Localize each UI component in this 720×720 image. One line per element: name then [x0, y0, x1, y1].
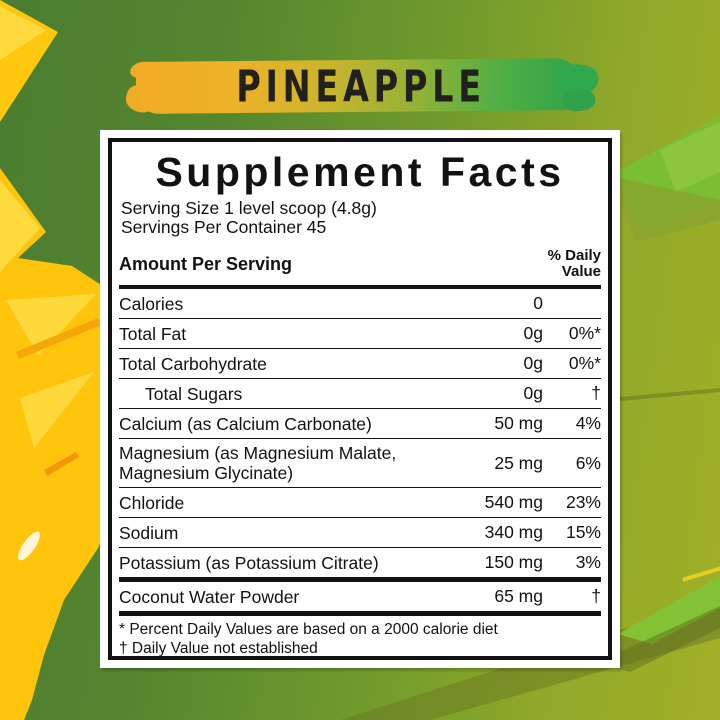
row-name: Total Carbohydrate	[119, 353, 267, 374]
facts-row: Calcium (as Calcium Carbonate) 50 mg 4%	[119, 408, 601, 438]
facts-row: Sodium 340 mg 15%	[119, 517, 601, 547]
facts-row: Potassium (as Potassium Citrate) 150 mg 3%	[119, 547, 601, 577]
daily-value-header: % Daily Value	[547, 246, 601, 282]
facts-row: Total Fat 0g 0%*	[119, 318, 601, 348]
daily-value-line-1: % Daily	[547, 246, 601, 264]
facts-title: Supplement Facts	[155, 149, 565, 195]
row-amount: 0g	[523, 353, 543, 374]
row-daily-value: 4%	[575, 413, 601, 434]
row-amount: 540 mg	[484, 492, 543, 513]
row-amount: 340 mg	[484, 522, 543, 543]
row-daily-value: 6%	[575, 452, 601, 473]
facts-rows: Calories 0 Total Fat 0g 0%* Total Carbohydrat…	[119, 289, 601, 611]
facts-row: Total Sugars 0g †	[119, 378, 601, 408]
row-name: Sodium	[119, 522, 179, 543]
facts-row: Calories 0	[119, 289, 601, 318]
footnote-line: † Daily Value not established	[119, 639, 318, 657]
row-daily-value: †	[591, 586, 601, 607]
row-name: Coconut Water Powder	[119, 586, 300, 607]
facts-row: Coconut Water Powder 65 mg †	[119, 577, 601, 611]
row-name: Total Fat	[119, 323, 187, 344]
flavor-banner: PINEAPPLE	[122, 54, 601, 120]
row-name: Calcium (as Calcium Carbonate)	[119, 413, 372, 434]
row-daily-value: 0%*	[568, 323, 601, 344]
row-amount: 65 mg	[494, 586, 543, 607]
footnotes: * Percent Daily Values are based on a 20…	[119, 611, 601, 664]
row-name: Chloride	[119, 492, 185, 513]
daily-value-line-2: Value	[561, 263, 601, 281]
row-name: Potassium (as Potassium Citrate)	[119, 552, 379, 573]
row-name: Total Sugars	[145, 383, 243, 404]
row-daily-value: 23%	[565, 492, 601, 513]
facts-row: Magnesium (as Magnesium Malate, Magnesiu…	[119, 438, 601, 487]
row-daily-value: †	[591, 383, 601, 404]
row-amount: 150 mg	[484, 552, 543, 573]
row-amount: 0g	[523, 323, 543, 344]
facts-header-row: Amount Per Serving % Daily Value	[119, 244, 601, 290]
row-name: Calories	[119, 293, 184, 314]
row-amount: 0	[533, 293, 543, 314]
servings-per-container: Servings Per Container 45	[121, 217, 327, 238]
facts-row: Total Carbohydrate 0g 0%*	[119, 348, 601, 378]
footnote-line: * Percent Daily Values are based on a 20…	[119, 621, 498, 639]
row-name: Magnesium (as Magnesium Malate, Magnesiu…	[119, 443, 397, 484]
supplement-facts-panel: Supplement Facts Serving Size 1 level sc…	[100, 130, 620, 668]
serving-size: Serving Size 1 level scoop (4.8g)	[121, 198, 377, 218]
amount-per-serving-label: Amount Per Serving	[119, 253, 293, 274]
panel-border: Supplement Facts Serving Size 1 level sc…	[108, 138, 612, 660]
flavor-title: PINEAPPLE	[236, 61, 486, 113]
row-amount: 50 mg	[494, 413, 543, 434]
row-amount: 25 mg	[494, 452, 543, 473]
row-daily-value: 0%*	[568, 353, 601, 374]
facts-row: Chloride 540 mg 23%	[119, 487, 601, 517]
row-daily-value: 15%	[565, 522, 601, 543]
row-daily-value: 3%	[575, 552, 601, 573]
row-amount: 0g	[523, 383, 543, 404]
